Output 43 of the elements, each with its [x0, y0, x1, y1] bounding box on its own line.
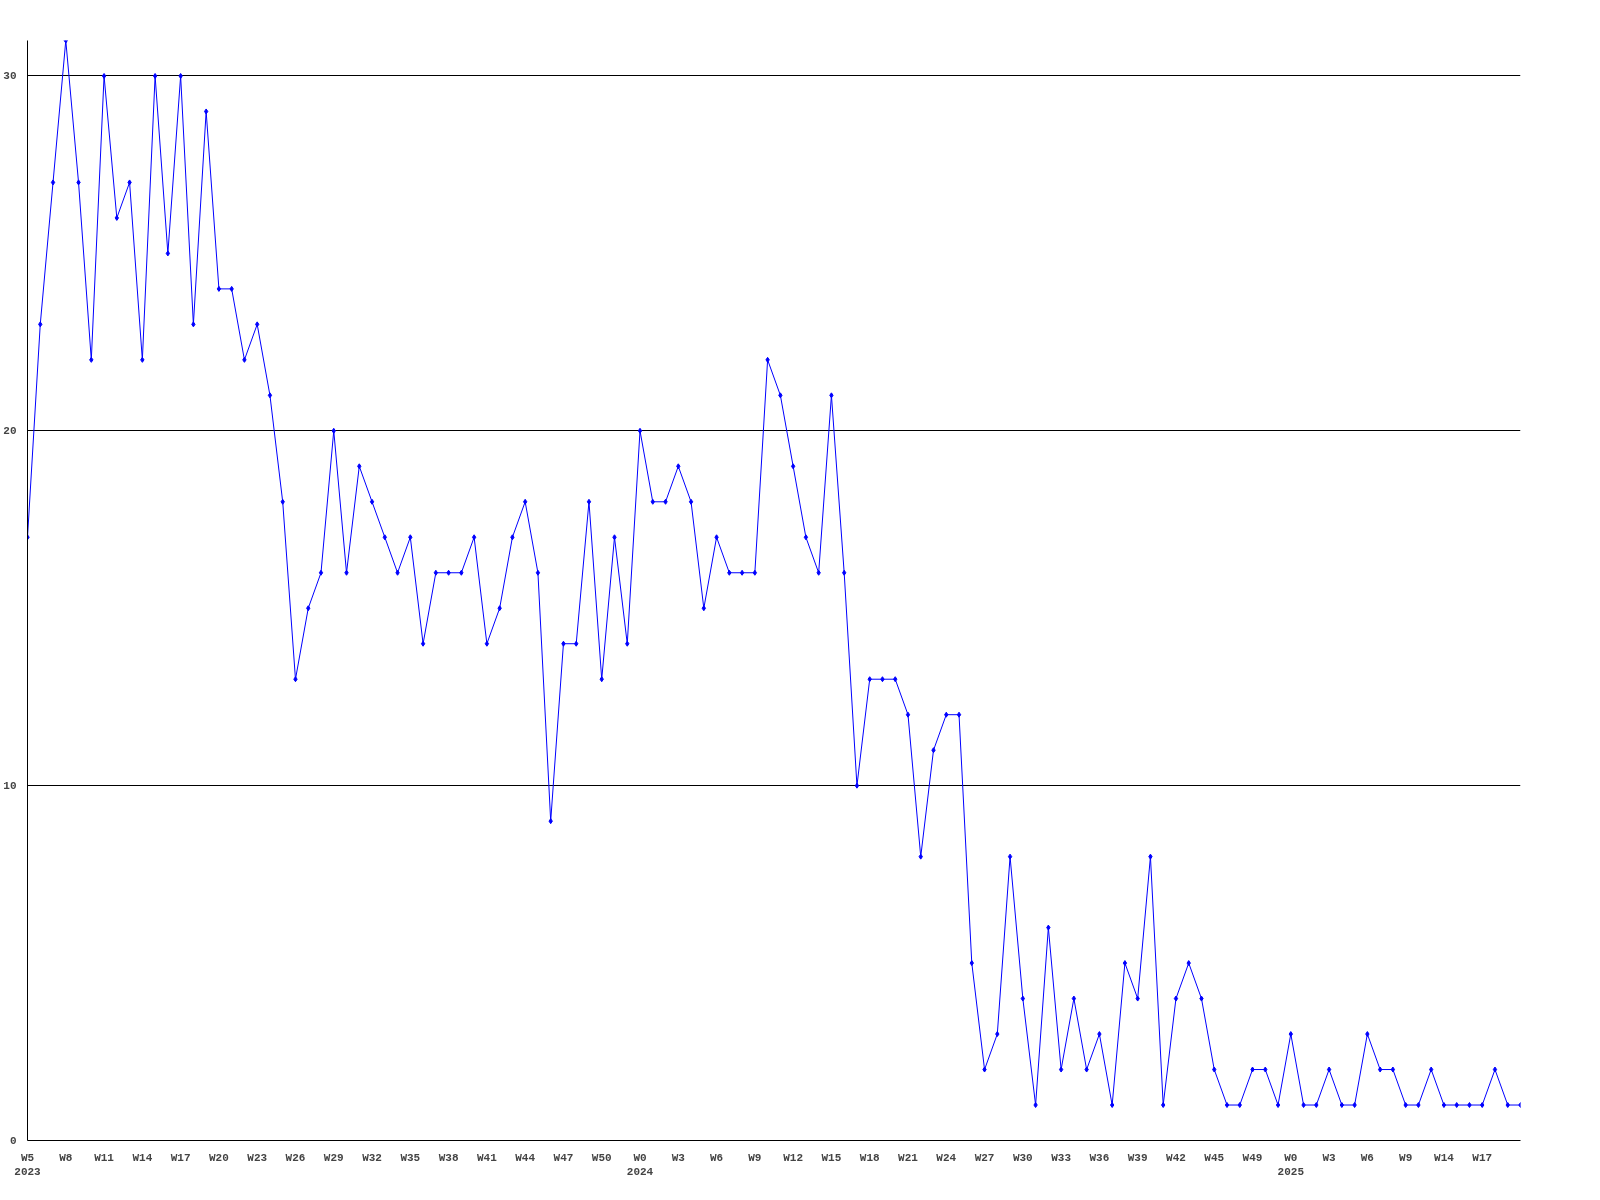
x-tick-label: W11 — [94, 1151, 115, 1164]
x-tick-label: W36 — [1089, 1151, 1110, 1164]
x-tick-label: W3 — [1322, 1151, 1337, 1164]
x-tick-label: W9 — [1399, 1151, 1413, 1164]
x-tick-label: W26 — [285, 1151, 306, 1164]
x-tick-label: W6 — [709, 1151, 724, 1164]
x-tick-label: W14 — [1434, 1151, 1455, 1164]
x-tick-label: W23 — [247, 1151, 268, 1164]
x-tick-label: W8 — [59, 1151, 73, 1164]
x-tick-label: W50 — [591, 1151, 612, 1164]
x-tick-label: W15 — [821, 1151, 842, 1164]
x-tick-label: W47 — [553, 1151, 574, 1164]
x-tick-label: W42 — [1166, 1151, 1186, 1164]
x-tick-label: W17 — [170, 1151, 191, 1164]
x-tick-label: W49 — [1242, 1151, 1263, 1164]
x-tick-label: W27 — [974, 1151, 995, 1164]
y-tick-label: 20 — [3, 425, 17, 438]
x-tick-label: W38 — [438, 1151, 459, 1164]
y-tick-label: 30 — [3, 70, 17, 83]
x-tick-label: W9 — [748, 1151, 762, 1164]
x-tick-label: W0 2024 — [626, 1151, 654, 1178]
x-tick-label: W21 — [898, 1151, 919, 1164]
x-tick-label: W35 — [400, 1151, 421, 1164]
x-tick-label: W0 2025 — [1277, 1151, 1305, 1178]
x-tick-label: W33 — [1051, 1151, 1072, 1164]
x-tick-label: W41 — [476, 1151, 498, 1164]
x-tick-label: W32 — [362, 1151, 382, 1164]
x-tick-label: W39 — [1127, 1151, 1148, 1164]
x-tick-label: W45 — [1204, 1151, 1225, 1164]
x-tick-label: W44 — [515, 1151, 536, 1164]
x-tick-label: W17 — [1472, 1151, 1493, 1164]
x-tick-label: W20 — [209, 1151, 229, 1164]
x-tick-label: W12 — [783, 1151, 804, 1164]
x-tick-label: W14 — [132, 1151, 153, 1164]
x-tick-label: W24 — [936, 1151, 957, 1164]
x-tick-label: W18 — [859, 1151, 881, 1164]
x-tick-label: W5 2023 — [14, 1151, 42, 1178]
x-tick-label: W6 — [1360, 1151, 1374, 1164]
y-tick-label: 10 — [3, 780, 17, 793]
x-tick-label: W3 — [671, 1151, 686, 1164]
y-tick-label: 0 — [9, 1135, 17, 1147]
x-tick-label: W29 — [323, 1151, 344, 1164]
x-tick-label: W30 — [1012, 1151, 1033, 1164]
